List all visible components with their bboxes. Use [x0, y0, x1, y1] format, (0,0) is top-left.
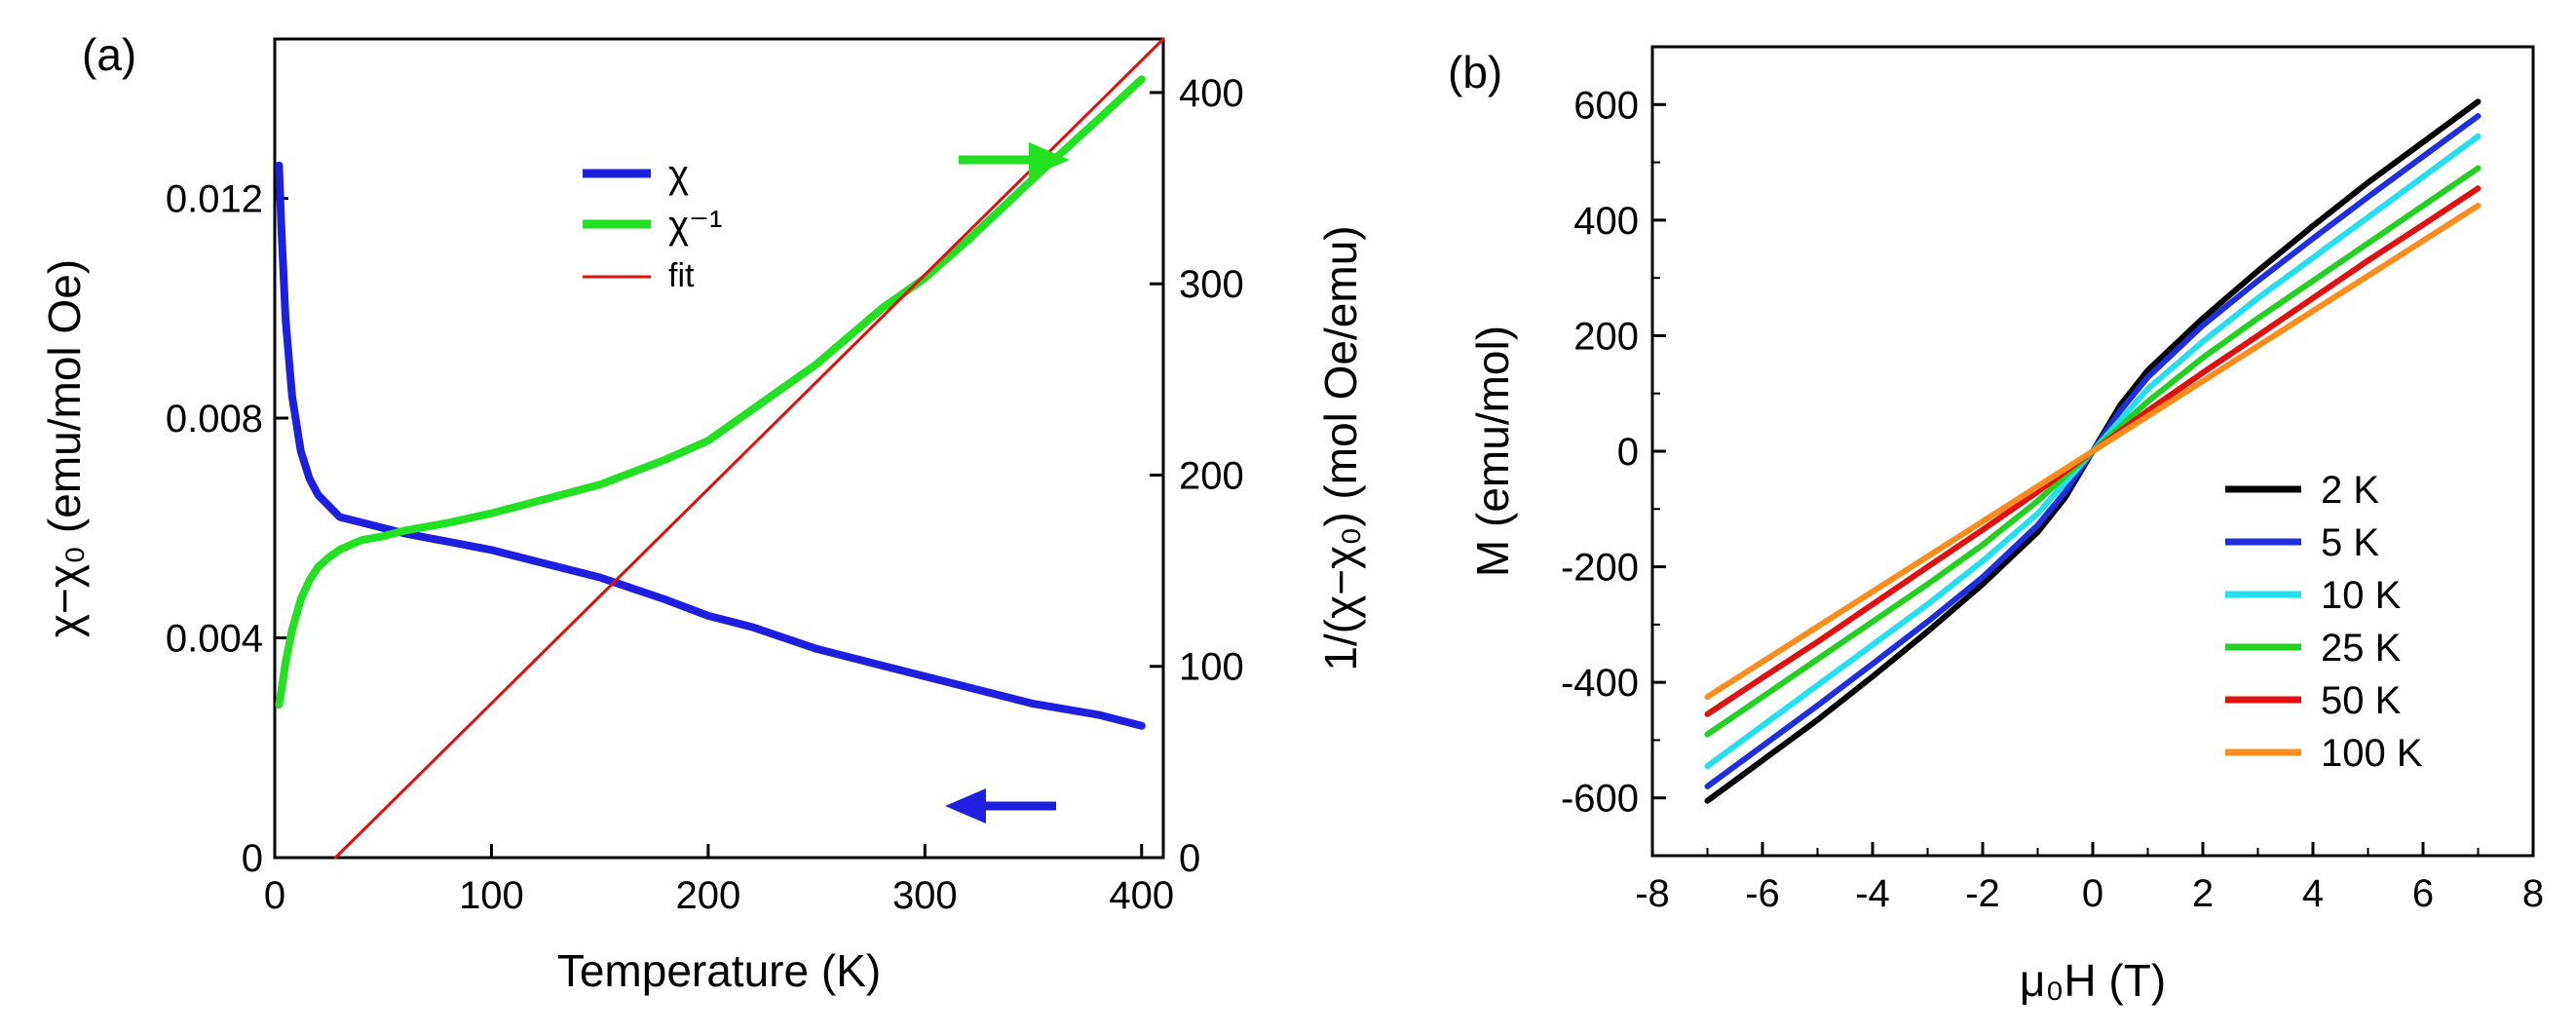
y-left-tick-label: 0	[242, 837, 263, 880]
chart-b-x-ticks: -8 -6 -4 -2 0 2 4 6 8	[1635, 842, 2544, 915]
chart-b-y-ticks: -600 -400 -200 0 200 400 600	[1561, 46, 1666, 857]
x-tick-label: 0	[2082, 872, 2103, 915]
series-line-100k	[1704, 203, 2481, 700]
y-left-tick-label: 0.008	[166, 398, 263, 441]
chart-a-y-left-ticks: 0 0.004 0.008 0.012	[166, 177, 288, 880]
legend-label: 5 K	[2321, 521, 2379, 564]
y-right-tick-label: 0	[1179, 837, 1200, 880]
legend-label-fit: fit	[668, 257, 695, 294]
chart-a-x-label: Temperature (K)	[557, 945, 881, 996]
y-tick-label: 400	[1573, 200, 1639, 243]
chart-a-series	[275, 37, 1165, 860]
chart-b-legend: 2 K 5 K 10 K 25 K 50 K 100 K	[2225, 469, 2423, 775]
y-tick-label: -400	[1561, 662, 1639, 705]
x-tick-label: 8	[2522, 872, 2544, 915]
y-tick-label: 600	[1573, 84, 1639, 127]
legend-label: 100 K	[2321, 732, 2423, 775]
legend-label: 2 K	[2321, 469, 2379, 512]
y-tick-label: 200	[1573, 315, 1639, 358]
y-tick-label: 0	[1617, 431, 1639, 474]
legend-label: 25 K	[2321, 627, 2402, 670]
chart-b-series	[1704, 98, 2481, 804]
x-tick-label: 2	[2192, 872, 2214, 915]
chart-a: 0 100 200 300 400 0 0.004 0.008 0.012 0 100 200 30…	[39, 37, 1366, 996]
chart-a-legend: χ χ⁻¹ fit	[583, 153, 722, 294]
chart-a-y-left-label: χ−χ₀ (emu/mol Oe)	[39, 259, 90, 637]
legend-label: 10 K	[2321, 574, 2402, 617]
y-right-tick-label: 300	[1179, 263, 1244, 306]
series-chi-line	[275, 161, 1146, 730]
chart-a-frame	[273, 37, 1165, 860]
chart-b: -8 -6 -4 -2 0 2 4 6 8 -600 -400 -200 0 200 400 600 2 K…	[1467, 45, 2544, 1006]
panel-label-b: (b)	[1448, 47, 1502, 97]
x-tick-label: 200	[676, 874, 741, 917]
chart-a-y-right-ticks: 0 100 200 300 400	[1150, 72, 1244, 880]
x-tick-label: 100	[459, 874, 524, 917]
x-tick-label: -2	[1965, 872, 2000, 915]
y-tick-label: -200	[1561, 547, 1639, 590]
x-tick-label: 0	[264, 874, 285, 917]
arrow-left-axis	[945, 788, 1056, 824]
chart-b-x-label: μ₀H (T)	[2020, 955, 2166, 1006]
legend-label-chi: χ	[668, 153, 689, 196]
y-right-tick-label: 100	[1179, 646, 1244, 689]
chart-a-y-right-label: 1/(χ−χ₀) (mol Oe/emu)	[1315, 225, 1366, 671]
x-tick-label: 4	[2302, 872, 2324, 915]
panel-label-a: (a)	[82, 29, 136, 80]
series-fit-line	[333, 37, 1165, 860]
y-right-tick-label: 400	[1179, 72, 1244, 115]
chart-a-x-ticks: 0 100 200 300 400	[264, 844, 1174, 917]
x-tick-label: -6	[1745, 872, 1780, 915]
legend-label: 50 K	[2321, 679, 2402, 722]
x-tick-label: 300	[892, 874, 958, 917]
series-chiinv-line	[275, 75, 1146, 709]
x-tick-label: 6	[2412, 872, 2434, 915]
x-tick-label: 400	[1109, 874, 1174, 917]
x-tick-label: -4	[1855, 872, 1890, 915]
y-left-tick-label: 0.004	[166, 617, 263, 660]
arrow-right-axis	[959, 142, 1070, 177]
chart-b-y-label: M (emu/mol)	[1467, 326, 1518, 577]
y-tick-label: -600	[1561, 778, 1639, 821]
x-tick-label: -8	[1635, 872, 1670, 915]
y-left-tick-label: 0.012	[166, 177, 263, 220]
legend-label-chiinv: χ⁻¹	[668, 204, 722, 247]
y-right-tick-label: 200	[1179, 454, 1244, 497]
